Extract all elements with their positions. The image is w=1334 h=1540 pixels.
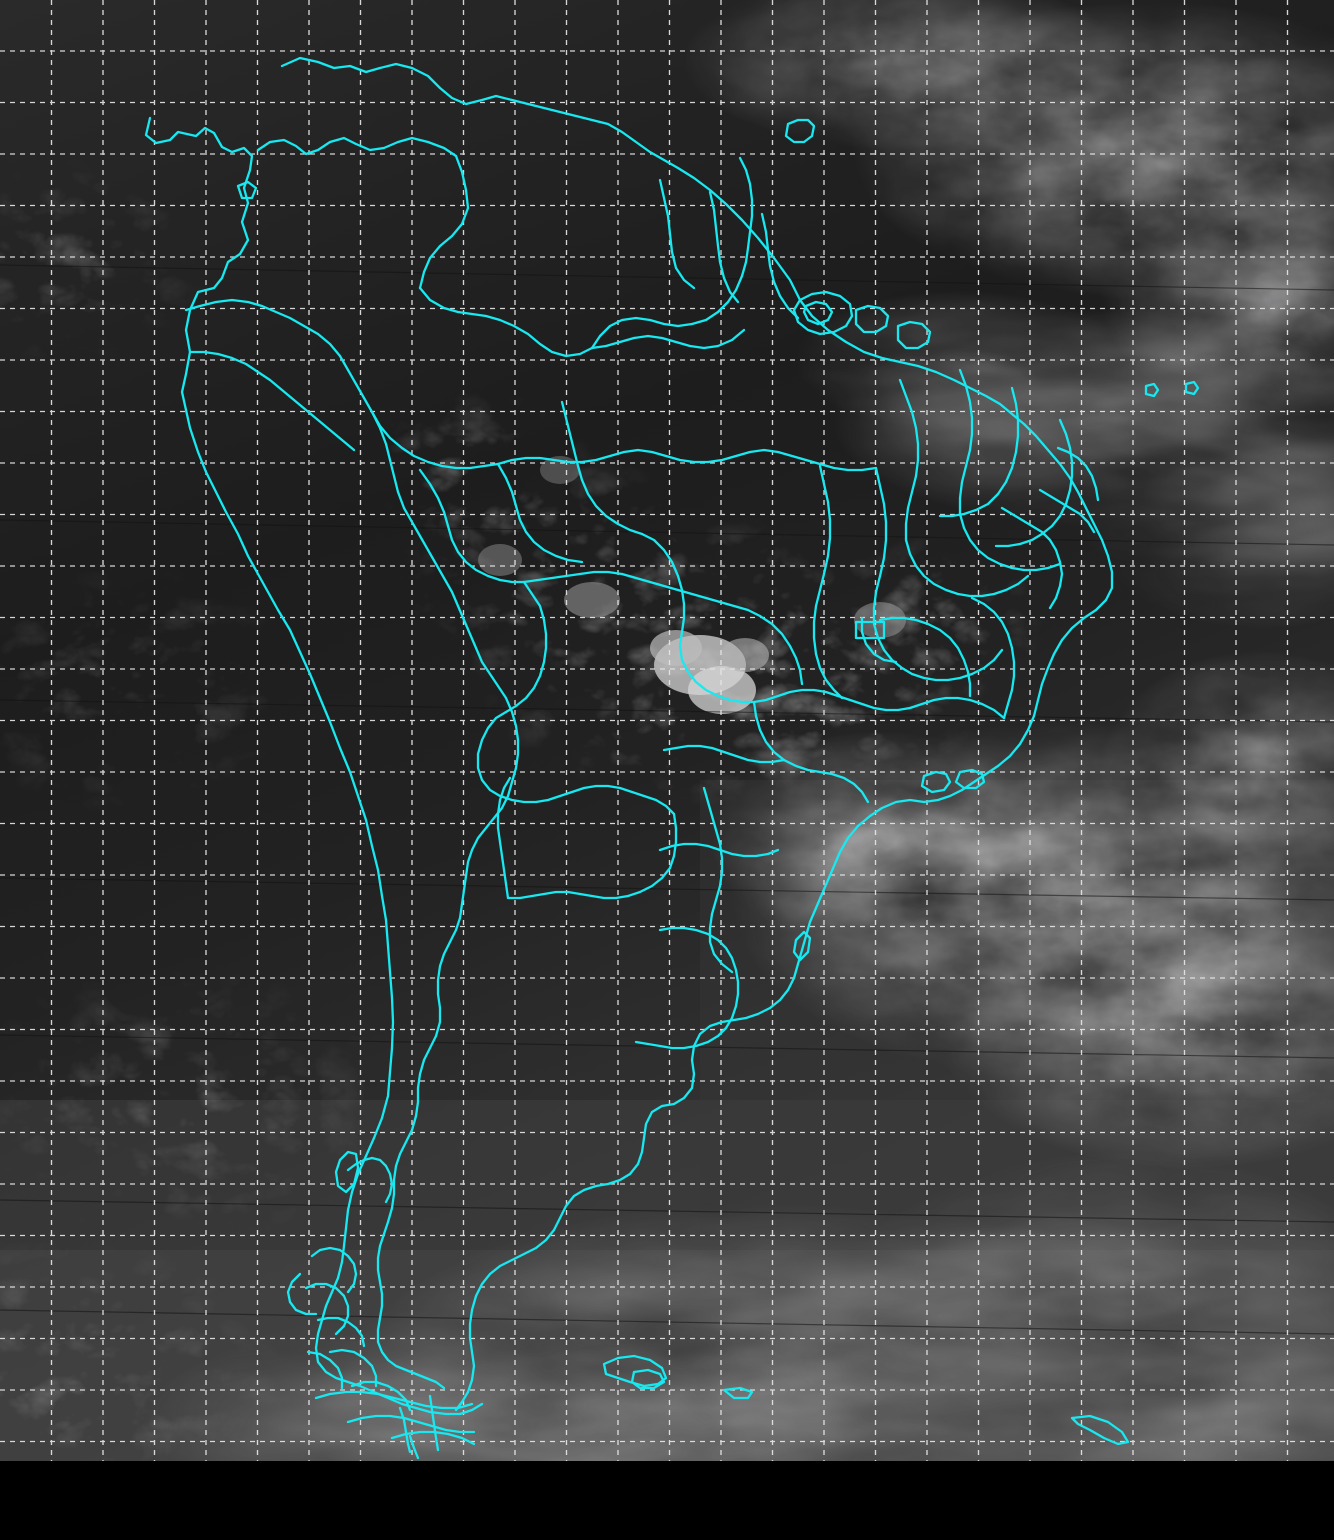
inland-water-features (236, 180, 886, 962)
coastline-border-overlay (144, 56, 1200, 1460)
south-america-coastline (144, 116, 484, 1416)
caption-bar: GOES-16 Band 10 Brightness Temperature [… (0, 1461, 1334, 1540)
island-outlines (334, 118, 1200, 1446)
lat-lon-graticule (0, 0, 1334, 1461)
satellite-image-canvas (0, 0, 1334, 1461)
cloud-field (0, 0, 1334, 1461)
atlantic-coastline (280, 56, 1114, 1412)
satellite-image-panel (0, 0, 1334, 1461)
political-borders (184, 136, 1100, 1460)
